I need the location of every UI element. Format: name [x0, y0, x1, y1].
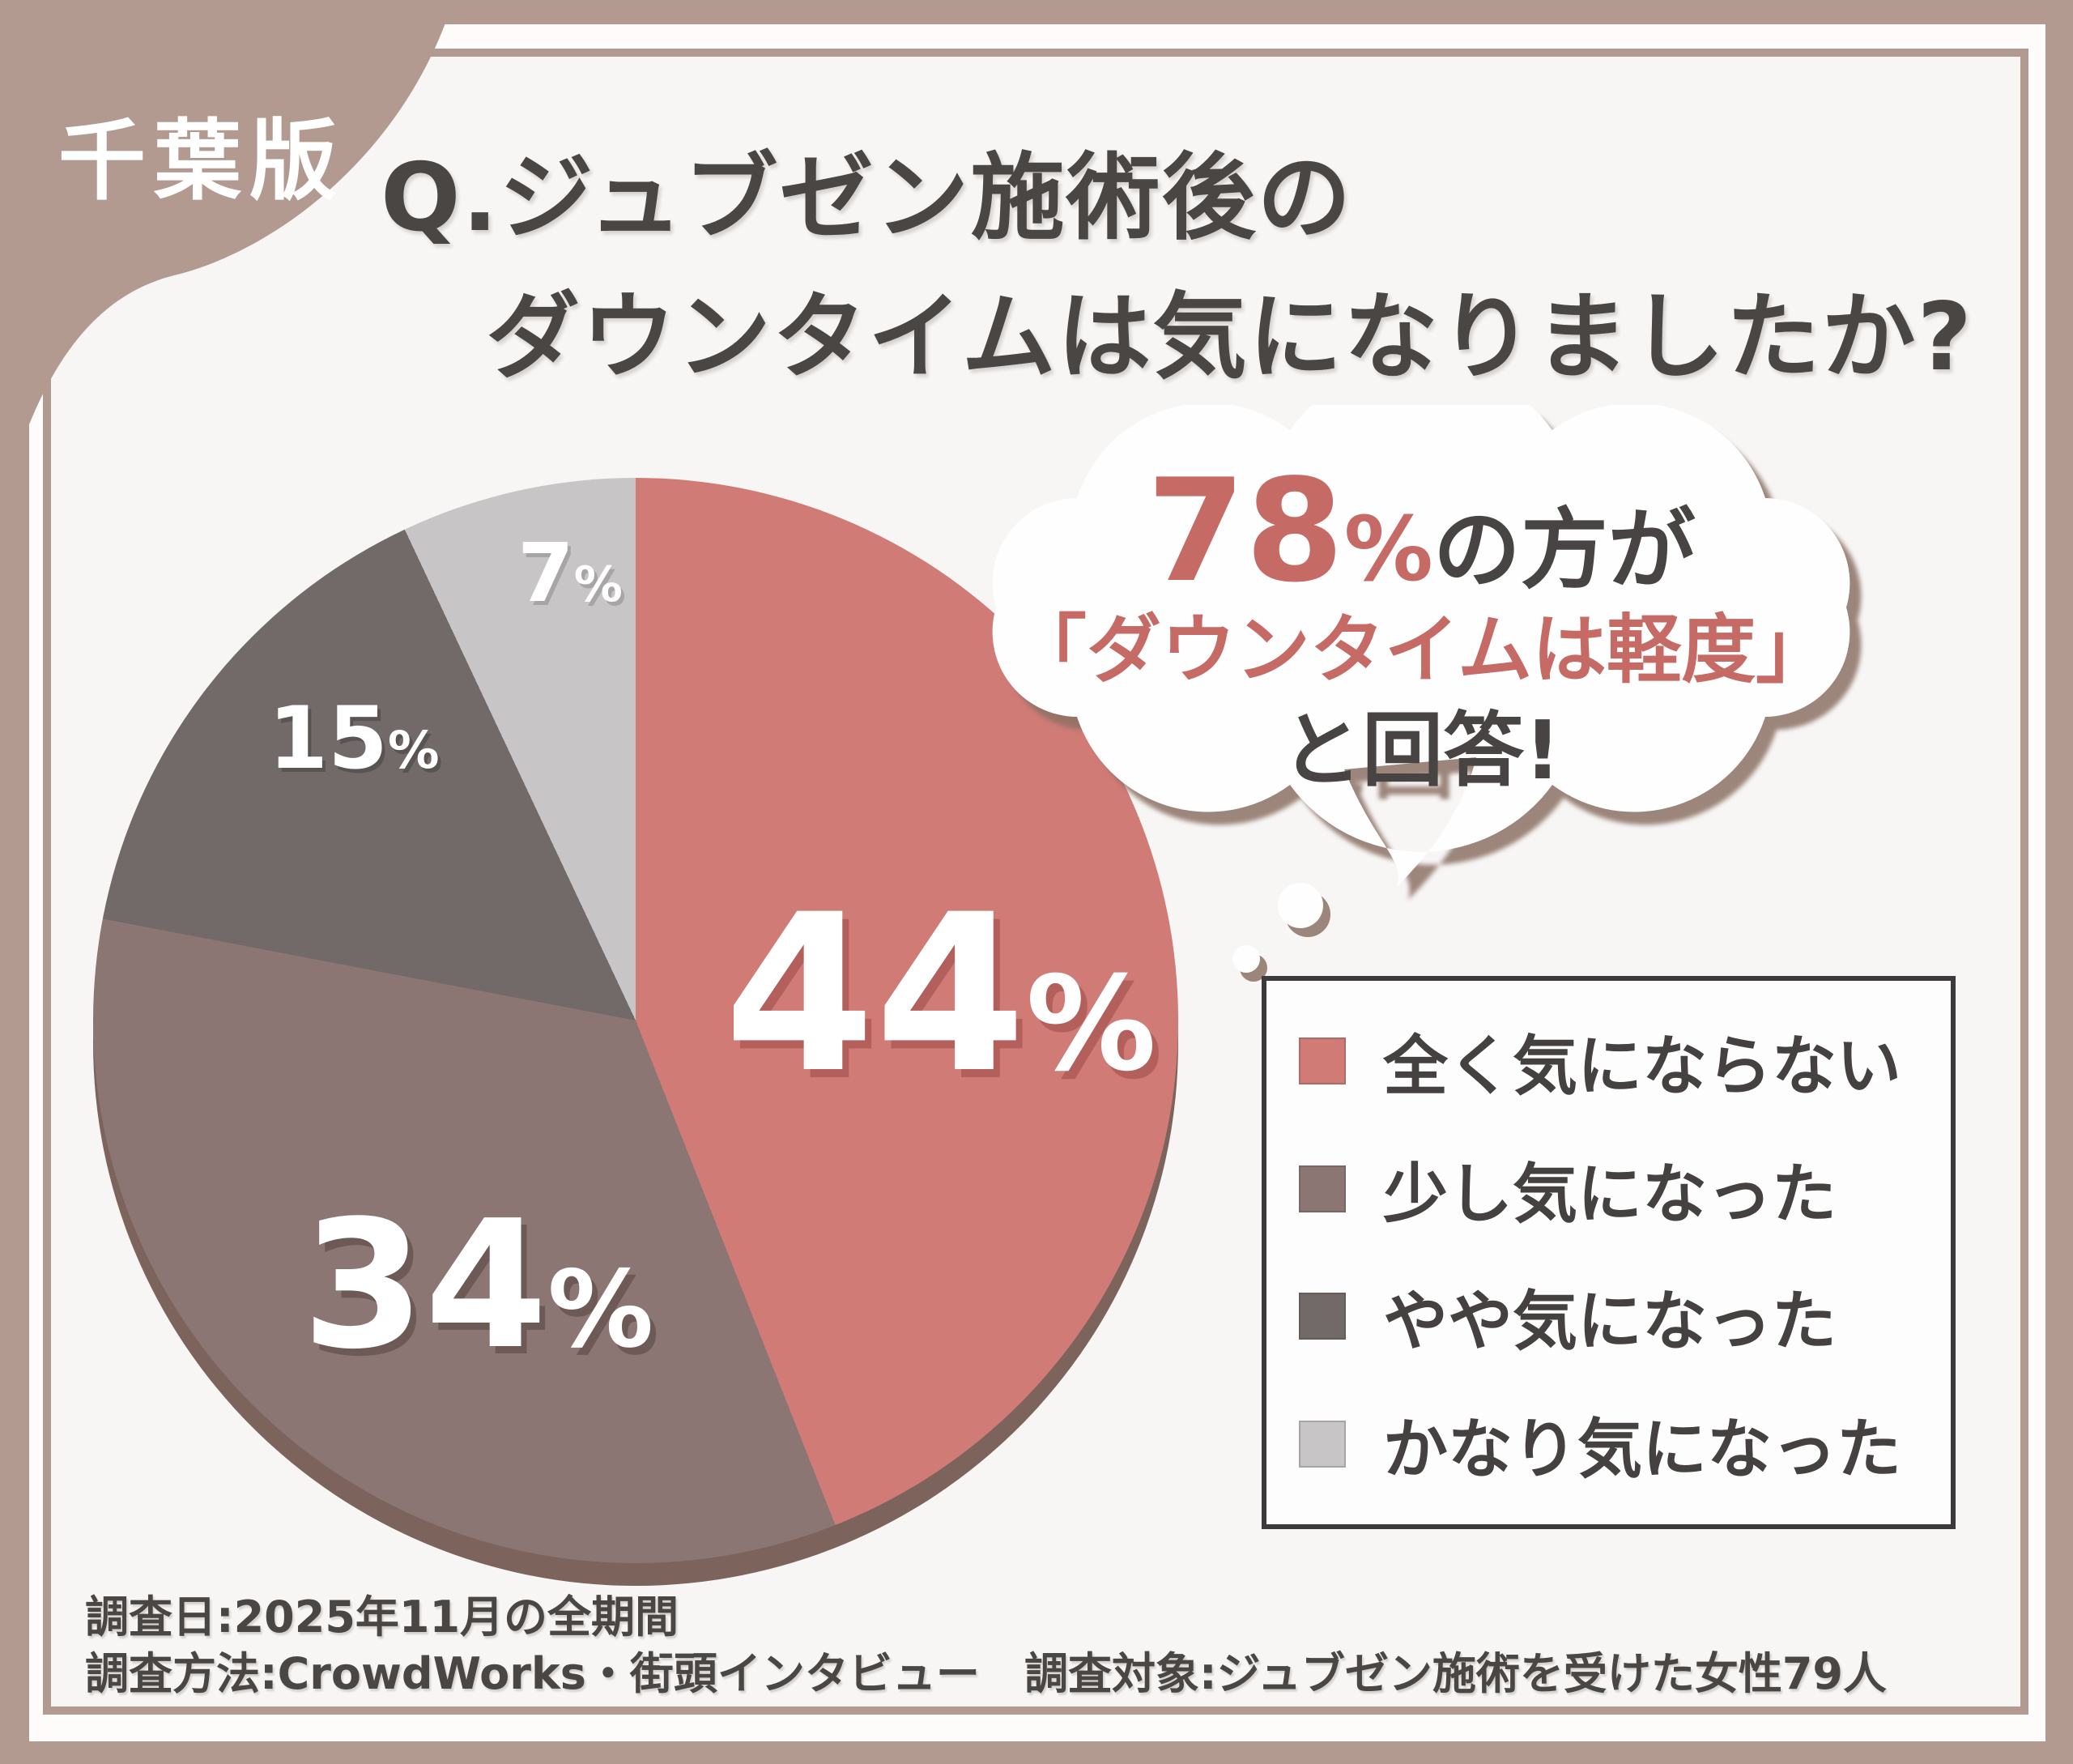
bubble-stat-unit: % [1343, 497, 1433, 601]
legend-item: 全く気にならない [1299, 1014, 1951, 1108]
bubble-stat-value: 78 [1147, 450, 1344, 614]
chart-legend: 全く気にならない 少し気になった やや気になった かなり気になった [1262, 976, 1956, 1529]
thought-dot-large [1278, 883, 1323, 928]
legend-label: 全く気にならない [1383, 1029, 1901, 1105]
bubble-stat-suffix: の方が [1432, 500, 1696, 601]
legend-swatch [1299, 1293, 1346, 1340]
percent-sign: % [1025, 948, 1157, 1100]
legend-label: やや気になった [1383, 1284, 1837, 1360]
percent-sign: % [573, 556, 623, 613]
bubble-quote-line: 「ダウンタイムは軽度」 [1011, 607, 1831, 693]
corner-blob-shape [0, 0, 453, 510]
thought-bubble-cloud [992, 405, 1850, 887]
legend-item: 少し気になった [1299, 1142, 1951, 1236]
pie-slice-label-4: 7% [517, 533, 623, 614]
bubble-stat-line: 78%の方が [976, 450, 1867, 614]
title-question-line1: Q.ジュブゼン施術後の [381, 143, 1353, 253]
thought-dot-small [1232, 945, 1260, 973]
percent-sign: % [547, 1248, 654, 1371]
pie-slice-label-3: 15% [268, 696, 439, 782]
survey-date: 調査日:2025年11月の全期間 [85, 1591, 679, 1643]
survey-method: 調査方法:CrowdWorks・街頭インタビュー [85, 1648, 980, 1699]
thought-bubble: 78%の方が 「ダウンタイムは軽度」 と回答! [976, 405, 1867, 911]
pie-slice-label-1: 44% [724, 886, 1156, 1103]
legend-item: やや気になった [1299, 1269, 1951, 1363]
pie-slice-value: 44 [723, 868, 1026, 1121]
region-badge: 千葉版 [58, 111, 346, 212]
legend-item: かなり気になった [1299, 1397, 1951, 1491]
legend-swatch [1299, 1165, 1346, 1212]
legend-label: 少し気になった [1383, 1156, 1837, 1232]
percent-sign: % [387, 720, 440, 780]
frame-inner-border [43, 49, 2028, 1715]
pie-slice-label-2: 34% [302, 1198, 653, 1374]
legend-swatch [1299, 1038, 1346, 1085]
title-question-line2: ダウンタイムは気になりましたか? [486, 283, 1973, 392]
legend-label: かなり気になった [1383, 1411, 1901, 1487]
survey-subject: 調査対象:ジュブゼン施術を受けた女性79人 [1024, 1648, 1887, 1699]
bubble-answer-line: と回答! [1281, 703, 1561, 798]
pie-slice-value: 15 [268, 688, 388, 788]
pie-slice-value: 34 [301, 1183, 548, 1388]
pie-slice-value: 7 [517, 526, 574, 620]
legend-swatch [1299, 1420, 1346, 1468]
